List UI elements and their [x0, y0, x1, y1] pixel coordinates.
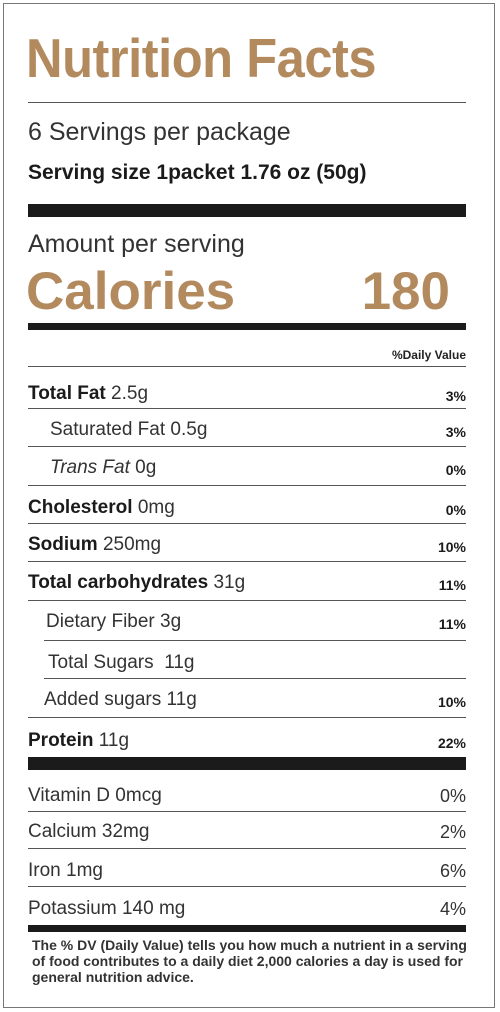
nutrient-amount: 11g — [98, 730, 130, 751]
nutrient-row: Cholesterol 0mg 0% — [28, 492, 466, 522]
nutrient-row: Protein 11g 22% — [28, 725, 466, 755]
nutrient-name: Total Fat — [28, 383, 106, 404]
vitamin-row: Potassium 140 mg 4% — [28, 893, 466, 923]
nutrient-dv: 22% — [437, 735, 466, 751]
divider-medium — [28, 925, 466, 932]
vitamin-dv: 0% — [439, 786, 466, 806]
divider-thin — [28, 366, 466, 367]
divider-thin — [28, 102, 466, 103]
vitamin-amount: 1mg — [66, 860, 103, 881]
nutrient-name: Trans Fat — [50, 457, 130, 478]
divider-thick — [28, 204, 466, 217]
amount-per-serving: Amount per serving — [28, 230, 245, 258]
nutrient-amount: 0mg — [137, 497, 175, 518]
nutrient-row: Added sugars 11g 10% — [28, 684, 466, 714]
divider-thin — [28, 811, 466, 812]
vitamin-amount: 0mcg — [115, 785, 162, 806]
vitamin-name: Potassium — [28, 898, 117, 919]
vitamin-name: Iron — [28, 860, 61, 881]
divider-thin — [44, 640, 466, 641]
divider-thin — [28, 886, 466, 887]
nutrient-amount: 11g — [164, 652, 195, 673]
nutrient-amount: 2.5g — [111, 383, 149, 404]
nutrient-dv: 3% — [445, 424, 466, 440]
footnote: The % DV (Daily Value) tells you how muc… — [32, 937, 467, 985]
nutrient-name: Protein — [28, 730, 94, 751]
vitamin-row: Vitamin D 0mcg 0% — [28, 780, 466, 810]
nutrient-row: Total carbohydrates 31g 11% — [28, 567, 466, 597]
nutrient-name: Total Sugars — [48, 652, 154, 673]
nutrient-dv: 0% — [445, 502, 466, 518]
serving-size: Serving size 1packet 1.76 oz (50g) — [28, 161, 367, 184]
divider-thin — [28, 446, 466, 447]
nutrient-amount: 250mg — [102, 534, 162, 555]
nutrient-row: Total Fat 2.5g 3% — [28, 378, 466, 408]
nutrient-dv: 10% — [437, 694, 466, 710]
nutrient-amount: 3g — [160, 611, 182, 632]
divider-thin — [28, 848, 466, 849]
vitamin-amount: 32mg — [101, 821, 150, 842]
nutrition-label — [3, 3, 495, 1008]
nutrient-name: Cholesterol — [28, 497, 133, 518]
vitamin-name: Vitamin D — [28, 785, 111, 806]
servings-per-package: 6 Servings per package — [28, 118, 291, 146]
label-title: Nutrition Facts — [26, 27, 377, 89]
divider-thin — [44, 678, 466, 679]
nutrient-amount: 0g — [135, 457, 157, 478]
nutrient-row: Sodium 250mg 10% — [28, 529, 466, 559]
divider-thin — [28, 408, 466, 409]
divider-thin — [28, 485, 466, 486]
vitamin-dv: 2% — [439, 822, 466, 842]
vitamin-dv: 4% — [439, 899, 466, 919]
divider-thin — [28, 600, 466, 601]
nutrient-dv: 3% — [445, 388, 466, 404]
vitamin-name: Calcium — [28, 821, 97, 842]
nutrient-dv: 0% — [445, 462, 466, 478]
vitamin-row: Calcium 32mg 2% — [28, 816, 466, 846]
divider-thin — [28, 717, 466, 718]
nutrient-row: Saturated Fat 0.5g 3% — [28, 414, 466, 444]
calories-value: 180 — [361, 262, 450, 321]
nutrient-name: Sodium — [28, 534, 98, 555]
calories-label: Calories — [26, 262, 236, 321]
nutrient-name: Total carbohydrates — [28, 572, 209, 593]
divider-thin — [28, 561, 466, 562]
nutrient-dv: 11% — [438, 577, 466, 593]
nutrient-dv: 11% — [438, 616, 466, 632]
vitamin-row: Iron 1mg 6% — [28, 855, 466, 885]
vitamin-amount: 140 mg — [121, 898, 186, 919]
nutrient-dv: 10% — [437, 539, 466, 555]
nutrient-name: Saturated Fat — [50, 419, 166, 440]
divider-medium — [28, 323, 466, 330]
vitamin-dv: 6% — [439, 861, 466, 881]
divider-thin — [28, 523, 466, 524]
nutrient-row: Total Sugars 11g — [28, 647, 466, 677]
nutrient-amount: 11g — [166, 689, 197, 710]
nutrient-row: Dietary Fiber 3g 11% — [28, 606, 466, 636]
daily-value-header: %Daily Value — [391, 348, 466, 362]
nutrient-name: Dietary Fiber — [46, 611, 155, 632]
divider-thick — [28, 757, 466, 770]
nutrient-amount: 0.5g — [170, 419, 208, 440]
nutrient-amount: 31g — [213, 572, 246, 593]
nutrient-row: Trans Fat 0g 0% — [28, 452, 466, 482]
nutrient-name: Added sugars — [44, 689, 162, 710]
